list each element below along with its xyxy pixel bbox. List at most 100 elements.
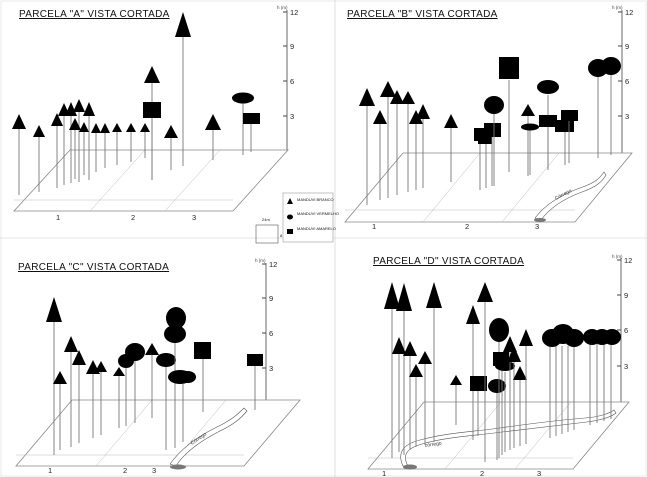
panel-a-ground-3: 3 (192, 213, 196, 222)
panel-d-stream-label: córrego (424, 441, 442, 449)
tree-triangle (450, 375, 462, 385)
panel-c-trees (46, 297, 263, 455)
legend-item-1: MANDUVI BRANCO (297, 197, 334, 202)
panel-b-ground: 1 2 3 Córrego (344, 152, 633, 231)
tree-ellipse (564, 329, 584, 347)
tree-ellipse (180, 371, 196, 383)
tree-triangle (205, 114, 221, 130)
tree-triangle (33, 125, 45, 137)
tree-square (470, 376, 487, 391)
panel-b-unit: h (m) (612, 5, 623, 10)
tree-square (561, 110, 578, 121)
legend-ellipse-icon (287, 214, 293, 220)
tree-triangle (91, 123, 101, 133)
legend-scale-label: 24m (262, 217, 270, 222)
tree-triangle (390, 90, 404, 104)
tree-triangle (51, 113, 63, 126)
tree-triangle (521, 104, 535, 116)
panel-a-title: PARCELA "A" VISTA CORTADA (19, 9, 170, 20)
legend-scale-box (255, 224, 279, 244)
panel-a-axis: 12 9 6 3 (283, 8, 298, 150)
panel-a: PARCELA "A" VISTA CORTADA h (m) 12 9 6 3… (12, 5, 298, 222)
tree-triangle (79, 122, 89, 132)
tree-ellipse (488, 379, 506, 393)
tree-square (243, 113, 260, 124)
tree-triangle (396, 283, 412, 311)
tree-triangle (112, 123, 122, 132)
legend-scale-side: 8 (280, 233, 283, 238)
tree-ellipse (156, 353, 176, 367)
panel-d-unit: h (m) (612, 254, 623, 259)
tree-triangle (359, 88, 375, 106)
panel-a-tick-9: 9 (290, 42, 294, 51)
panel-b-tick-9: 9 (625, 42, 629, 51)
tree-triangle (12, 114, 26, 129)
panel-d-ground-3: 3 (537, 469, 541, 477)
panel-b-tick-12: 12 (625, 8, 633, 17)
panel-a-tick-12: 12 (290, 8, 298, 17)
panel-b-tick-3: 3 (625, 112, 629, 121)
tree-ellipse (601, 57, 621, 75)
panel-c-unit: h (m) (255, 258, 266, 263)
panel-c-ground-3: 3 (152, 466, 156, 475)
panel-c-tick-9: 9 (269, 294, 273, 303)
tree-triangle (69, 118, 81, 130)
tree-triangle (373, 110, 387, 124)
panel-d: PARCELA "D" VISTA CORTADA h (m) 12 9 6 3… (367, 254, 632, 477)
tree-ellipse (603, 329, 621, 345)
legend-square-icon (287, 229, 293, 234)
tree-triangle (140, 123, 150, 132)
tree-ellipse (166, 307, 186, 329)
panel-a-trees (12, 12, 260, 195)
tree-ellipse (521, 123, 539, 131)
panel-c-stream (169, 407, 248, 467)
legend: 24m 8 MANDUVI BRANCO MANDUVI VERMELHO MA… (255, 192, 339, 244)
tree-triangle (126, 123, 136, 132)
tree-triangle (416, 104, 430, 119)
panel-a-tick-6: 6 (290, 77, 294, 86)
panel-a-tick-3: 3 (290, 112, 294, 121)
tree-square (194, 342, 211, 359)
tree-triangle (409, 110, 423, 124)
tree-ellipse (489, 318, 509, 342)
tree-triangle (426, 282, 442, 308)
tree-triangle (519, 329, 533, 346)
panel-c: PARCELA "C" VISTA CORTADA h (m) 12 9 6 3… (15, 258, 301, 475)
tree-triangle (53, 371, 67, 384)
panel-c-ground-2: 2 (123, 466, 127, 475)
panel-c-ground-1: 1 (48, 466, 52, 475)
tree-triangle (175, 12, 191, 37)
panel-b-title: PARCELA "B" VISTA CORTADA (347, 9, 498, 20)
tree-triangle (401, 91, 415, 104)
panel-b-stream (534, 171, 607, 221)
panel-c-ground: 1 2 3 Córrego (15, 399, 301, 475)
panel-d-ground-1: 1 (382, 469, 386, 477)
panel-d-ground-2: 2 (480, 469, 484, 477)
tree-triangle (409, 364, 423, 377)
panel-a-ground-1: 1 (56, 213, 60, 222)
tree-triangle (46, 297, 62, 322)
panel-d-axis: 12 9 6 3 (617, 256, 632, 402)
panel-b-tick-6: 6 (625, 77, 629, 86)
panel-c-axis: 12 9 6 3 (262, 260, 277, 400)
tree-triangle (466, 305, 480, 324)
panel-a-ground: 1 2 3 (13, 149, 289, 222)
panel-b-ground-3: 3 (535, 222, 539, 231)
tree-triangle (513, 366, 527, 380)
tree-triangle (145, 343, 159, 355)
legend-item-3: MANDUVI AMARELO (297, 226, 336, 231)
tree-square (555, 120, 574, 132)
tree-square (539, 115, 557, 127)
panel-d-trees (384, 282, 621, 462)
panel-d-tick-9: 9 (624, 291, 628, 300)
panel-c-tick-6: 6 (269, 329, 273, 338)
tree-ellipse (164, 325, 186, 343)
tree-triangle (384, 282, 400, 309)
panel-b-ground-1: 1 (372, 222, 376, 231)
tree-triangle (477, 282, 493, 302)
tree-ellipse (125, 343, 145, 361)
panel-d-stream (400, 409, 617, 467)
tree-triangle (83, 102, 95, 116)
tree-ellipse (537, 80, 559, 94)
